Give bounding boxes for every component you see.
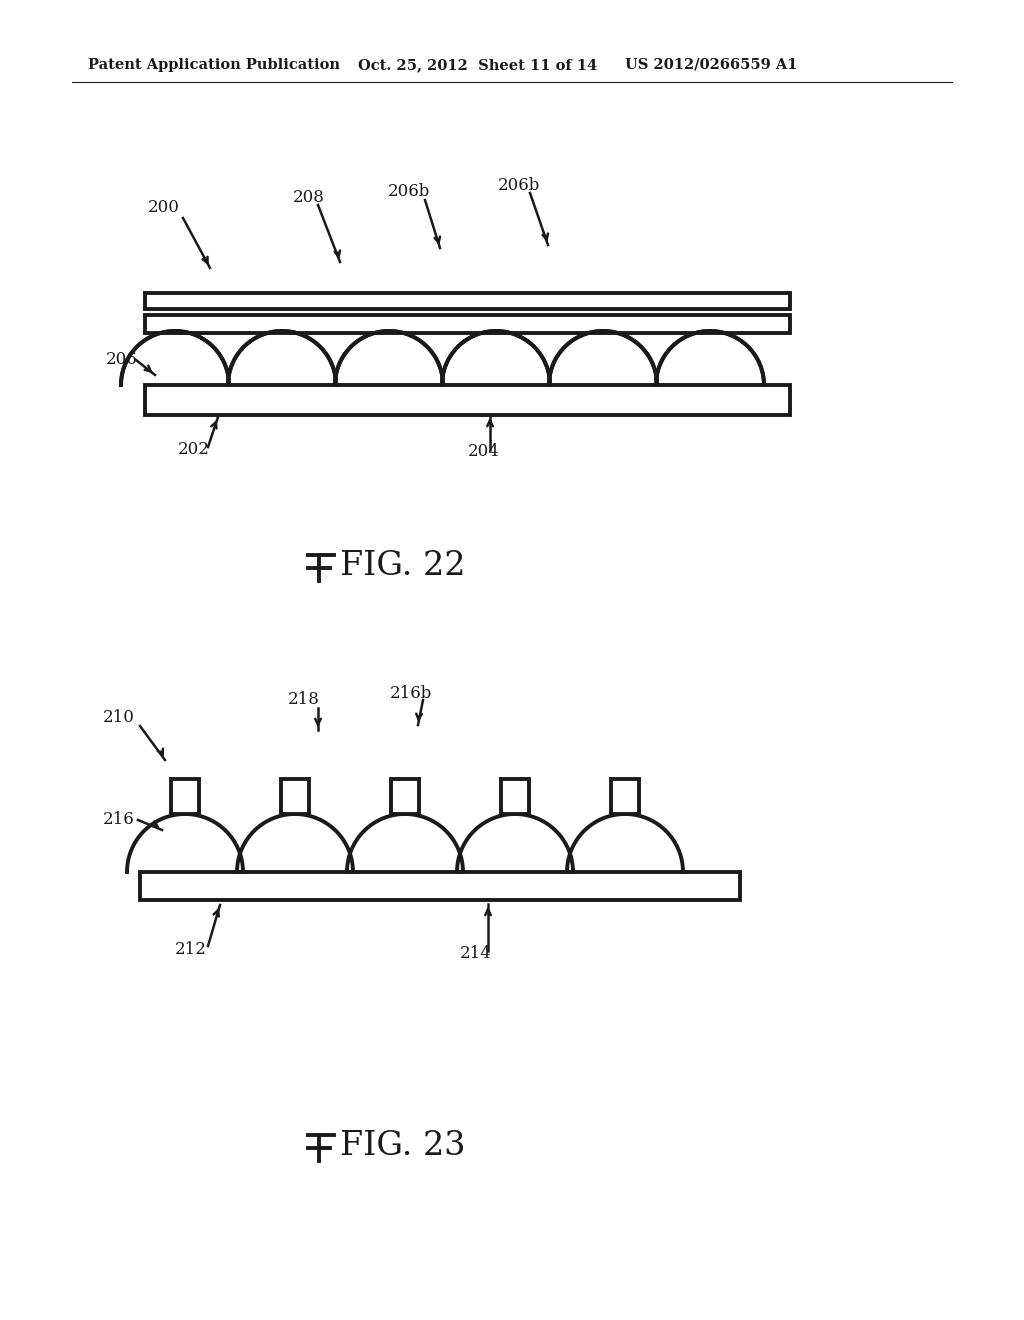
- Bar: [145, 315, 790, 333]
- Bar: [281, 779, 309, 814]
- Text: Patent Application Publication: Patent Application Publication: [88, 58, 340, 73]
- Text: Oct. 25, 2012  Sheet 11 of 14: Oct. 25, 2012 Sheet 11 of 14: [358, 58, 597, 73]
- Bar: [145, 385, 790, 414]
- Text: FIG. 23: FIG. 23: [340, 1130, 466, 1162]
- Text: 210: 210: [103, 710, 135, 726]
- Text: 208: 208: [293, 190, 325, 206]
- Text: 202: 202: [178, 441, 210, 458]
- Text: 206: 206: [106, 351, 138, 368]
- Bar: [171, 779, 199, 814]
- Text: 200: 200: [148, 199, 180, 216]
- Text: 206b: 206b: [388, 183, 430, 201]
- Bar: [391, 779, 419, 814]
- Text: 214: 214: [460, 945, 492, 961]
- Bar: [501, 779, 529, 814]
- Text: 216: 216: [103, 812, 135, 829]
- Bar: [611, 779, 639, 814]
- Text: 216b: 216b: [390, 685, 432, 701]
- Text: 218: 218: [288, 692, 319, 709]
- Text: 204: 204: [468, 444, 500, 461]
- Bar: [145, 293, 790, 309]
- Text: 206b: 206b: [498, 177, 541, 194]
- Text: 212: 212: [175, 941, 207, 958]
- Text: FIG. 22: FIG. 22: [340, 550, 466, 582]
- Bar: [140, 873, 740, 900]
- Text: US 2012/0266559 A1: US 2012/0266559 A1: [625, 58, 798, 73]
